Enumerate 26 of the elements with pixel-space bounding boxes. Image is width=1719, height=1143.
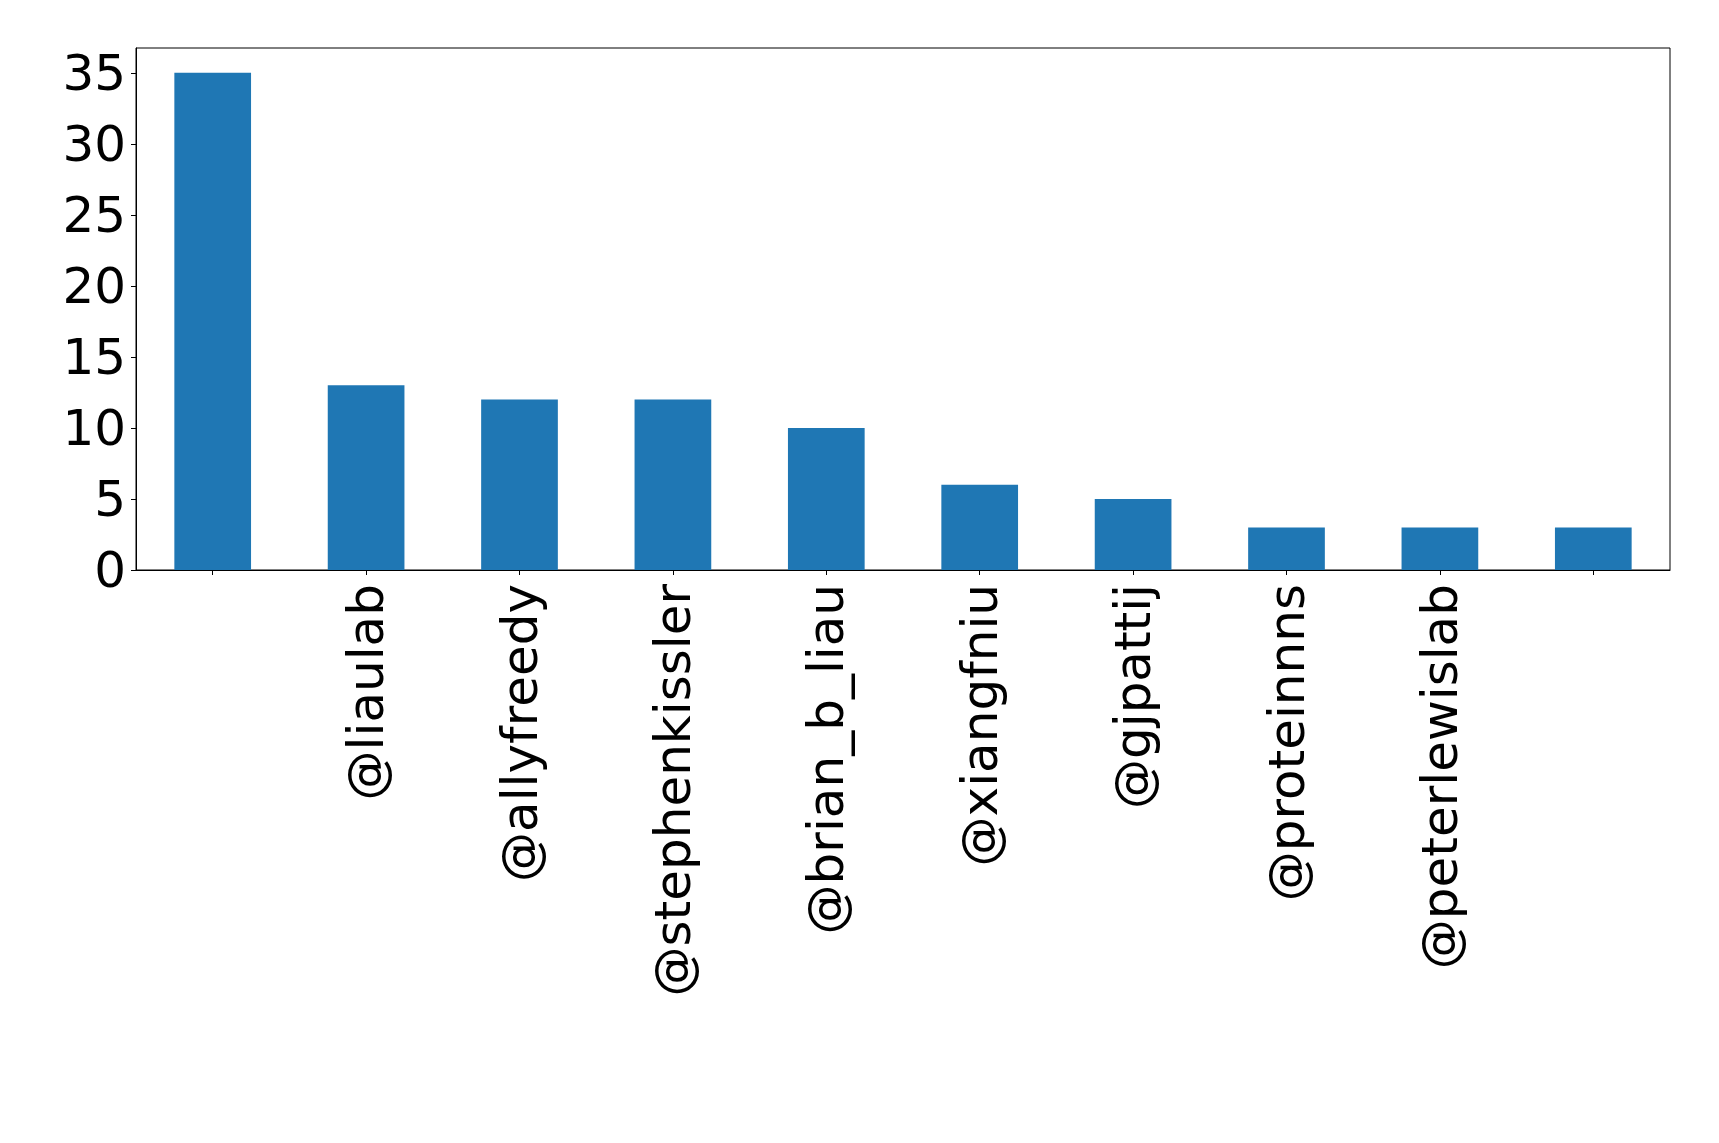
bar: [1094, 498, 1172, 570]
y-tick-label: 10: [62, 398, 126, 457]
bar: [787, 427, 865, 570]
y-tick-label: 20: [62, 256, 126, 315]
bar: [327, 385, 405, 570]
x-tick-label: @allyfreedy: [490, 584, 549, 882]
bar: [941, 484, 1019, 570]
bar: [1401, 527, 1479, 570]
y-tick-label: 35: [62, 43, 126, 102]
y-tick-label: 5: [94, 469, 126, 528]
bar: [1554, 527, 1632, 570]
x-tick-label: @proteinnns: [1257, 584, 1316, 902]
x-tick-label: @xiangfniu: [950, 584, 1009, 867]
bar: [634, 399, 712, 570]
x-tick-label: @stephenkissler: [643, 583, 702, 997]
bar: [1248, 527, 1325, 570]
x-tick-label: @peterlewislab: [1410, 584, 1469, 970]
x-tick-label: @liaulab: [337, 584, 396, 801]
y-tick-label: 30: [62, 114, 126, 173]
bar: [481, 399, 558, 570]
bar: [174, 72, 252, 570]
y-tick-label: 25: [62, 185, 126, 244]
y-tick-label: 15: [62, 327, 126, 386]
y-tick-label: 0: [94, 541, 126, 599]
x-tick-label: @brian_b_liau: [797, 584, 856, 935]
x-tick-label: @gjpattij: [1104, 584, 1163, 809]
